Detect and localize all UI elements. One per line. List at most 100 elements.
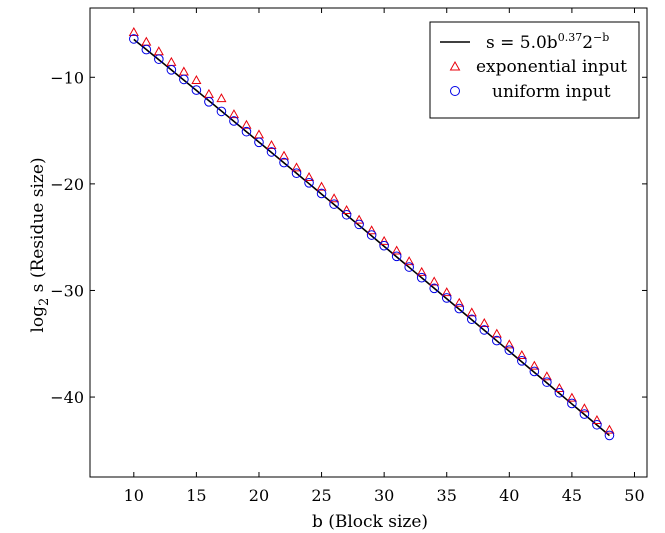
exponential-point — [591, 414, 602, 425]
exponential-point — [566, 392, 577, 402]
uniform-point — [241, 126, 252, 137]
exponential-point — [253, 129, 265, 139]
exponential-point — [604, 424, 615, 434]
exponential-point — [466, 307, 477, 317]
uniform-point — [579, 409, 590, 419]
plot-frame — [89, 7, 648, 478]
uniform-point — [517, 356, 527, 366]
uniform-point — [341, 209, 352, 220]
y-axis-label-rest: s (Residue size) — [28, 157, 48, 297]
uniform-point — [179, 74, 189, 85]
exponential-point — [354, 214, 365, 224]
exponential-point — [429, 276, 440, 286]
uniform-point — [542, 377, 552, 387]
exponential-point — [141, 36, 152, 46]
x-tick-label: 10 — [124, 486, 144, 505]
exponential-point — [266, 139, 277, 150]
uniform-point — [141, 44, 152, 55]
x-tick-label: 40 — [499, 486, 519, 505]
exponential-point — [366, 225, 377, 235]
uniform-point — [366, 230, 377, 240]
uniform-point — [329, 199, 339, 209]
exponential-point — [441, 287, 452, 297]
exponential-point — [291, 162, 302, 172]
exponential-point — [479, 317, 490, 328]
uniform-point — [291, 168, 302, 179]
uniform-point — [479, 325, 490, 335]
exponential-point — [504, 339, 515, 349]
uniform-point — [404, 262, 414, 272]
uniform-point — [391, 251, 402, 262]
legend-uni-label: uniform input — [492, 82, 611, 102]
x-tick-label: 25 — [311, 486, 331, 505]
uniform-point — [491, 335, 502, 346]
uniform-point — [454, 303, 465, 314]
exponential-point — [579, 403, 590, 413]
exponential-point — [554, 383, 565, 393]
x-tick-label: 20 — [249, 486, 269, 505]
legend-uni-swatch — [450, 86, 460, 96]
y-tick-label: −10 — [50, 68, 84, 87]
uniform-series-layer — [129, 34, 615, 441]
x-tick-label: 35 — [437, 486, 457, 505]
uniform-point — [316, 188, 327, 199]
uniform-point — [592, 419, 602, 430]
uniform-point — [216, 106, 227, 117]
uniform-point — [204, 97, 214, 107]
exponential-point — [491, 328, 502, 338]
ticks-layer: 10 15 20 25 30 35 40 45 50 −10 −20 −30 −40 — [50, 8, 647, 505]
exponential-point — [191, 74, 202, 84]
x-axis-label: b (Block size) — [312, 512, 428, 532]
exponential-point — [379, 235, 390, 245]
uniform-point — [129, 34, 139, 44]
uniform-point — [354, 219, 364, 230]
y-tick-label: −20 — [50, 175, 84, 194]
x-tick-label: 15 — [186, 486, 206, 505]
exponential-point — [391, 245, 402, 255]
exponential-point — [203, 88, 214, 98]
x-tick-label: 30 — [374, 486, 394, 505]
uniform-point — [466, 314, 477, 325]
exponential-point — [278, 150, 290, 160]
legend-box — [429, 21, 640, 119]
exponential-point — [529, 360, 540, 370]
uniform-point — [567, 398, 577, 409]
exponential-point — [541, 371, 552, 381]
exponential-point — [341, 204, 352, 215]
y-axis-label: log2 s (Residue size) — [28, 157, 52, 332]
exponential-point — [153, 46, 164, 56]
x-tick-label: 45 — [562, 486, 582, 505]
y-axis-label-log: log — [28, 306, 48, 333]
legend-exp-swatch — [449, 60, 461, 71]
exponential-point — [128, 26, 139, 37]
uniform-point — [416, 272, 427, 283]
x-tick-label: 50 — [624, 486, 644, 505]
y-axis-label-sub: 2 — [37, 298, 52, 306]
uniform-point — [266, 147, 277, 157]
uniform-point — [529, 366, 540, 377]
exponential-point — [178, 66, 189, 76]
exponential-point — [416, 266, 427, 276]
uniform-point — [154, 54, 164, 64]
legend: s = 5.0b0.372−b exponential input unifor… — [429, 21, 640, 119]
exponential-series-layer — [128, 26, 615, 434]
uniform-point — [304, 178, 314, 188]
exponential-point — [303, 171, 315, 181]
exponential-point — [316, 181, 327, 191]
uniform-point — [441, 293, 452, 303]
exponential-point — [329, 193, 340, 203]
uniform-point — [554, 387, 565, 398]
exponential-point — [241, 119, 252, 129]
y-tick-label: −30 — [50, 281, 84, 300]
legend-exp-label: exponential input — [476, 57, 627, 77]
exponential-point — [166, 56, 177, 66]
axes-frame — [89, 7, 648, 478]
exponential-point — [216, 93, 227, 103]
uniform-point — [604, 430, 615, 441]
uniform-point — [429, 283, 440, 294]
uniform-point — [279, 157, 289, 168]
exponential-point — [516, 349, 527, 359]
y-tick-label: −40 — [50, 388, 84, 407]
uniform-point — [229, 116, 239, 126]
